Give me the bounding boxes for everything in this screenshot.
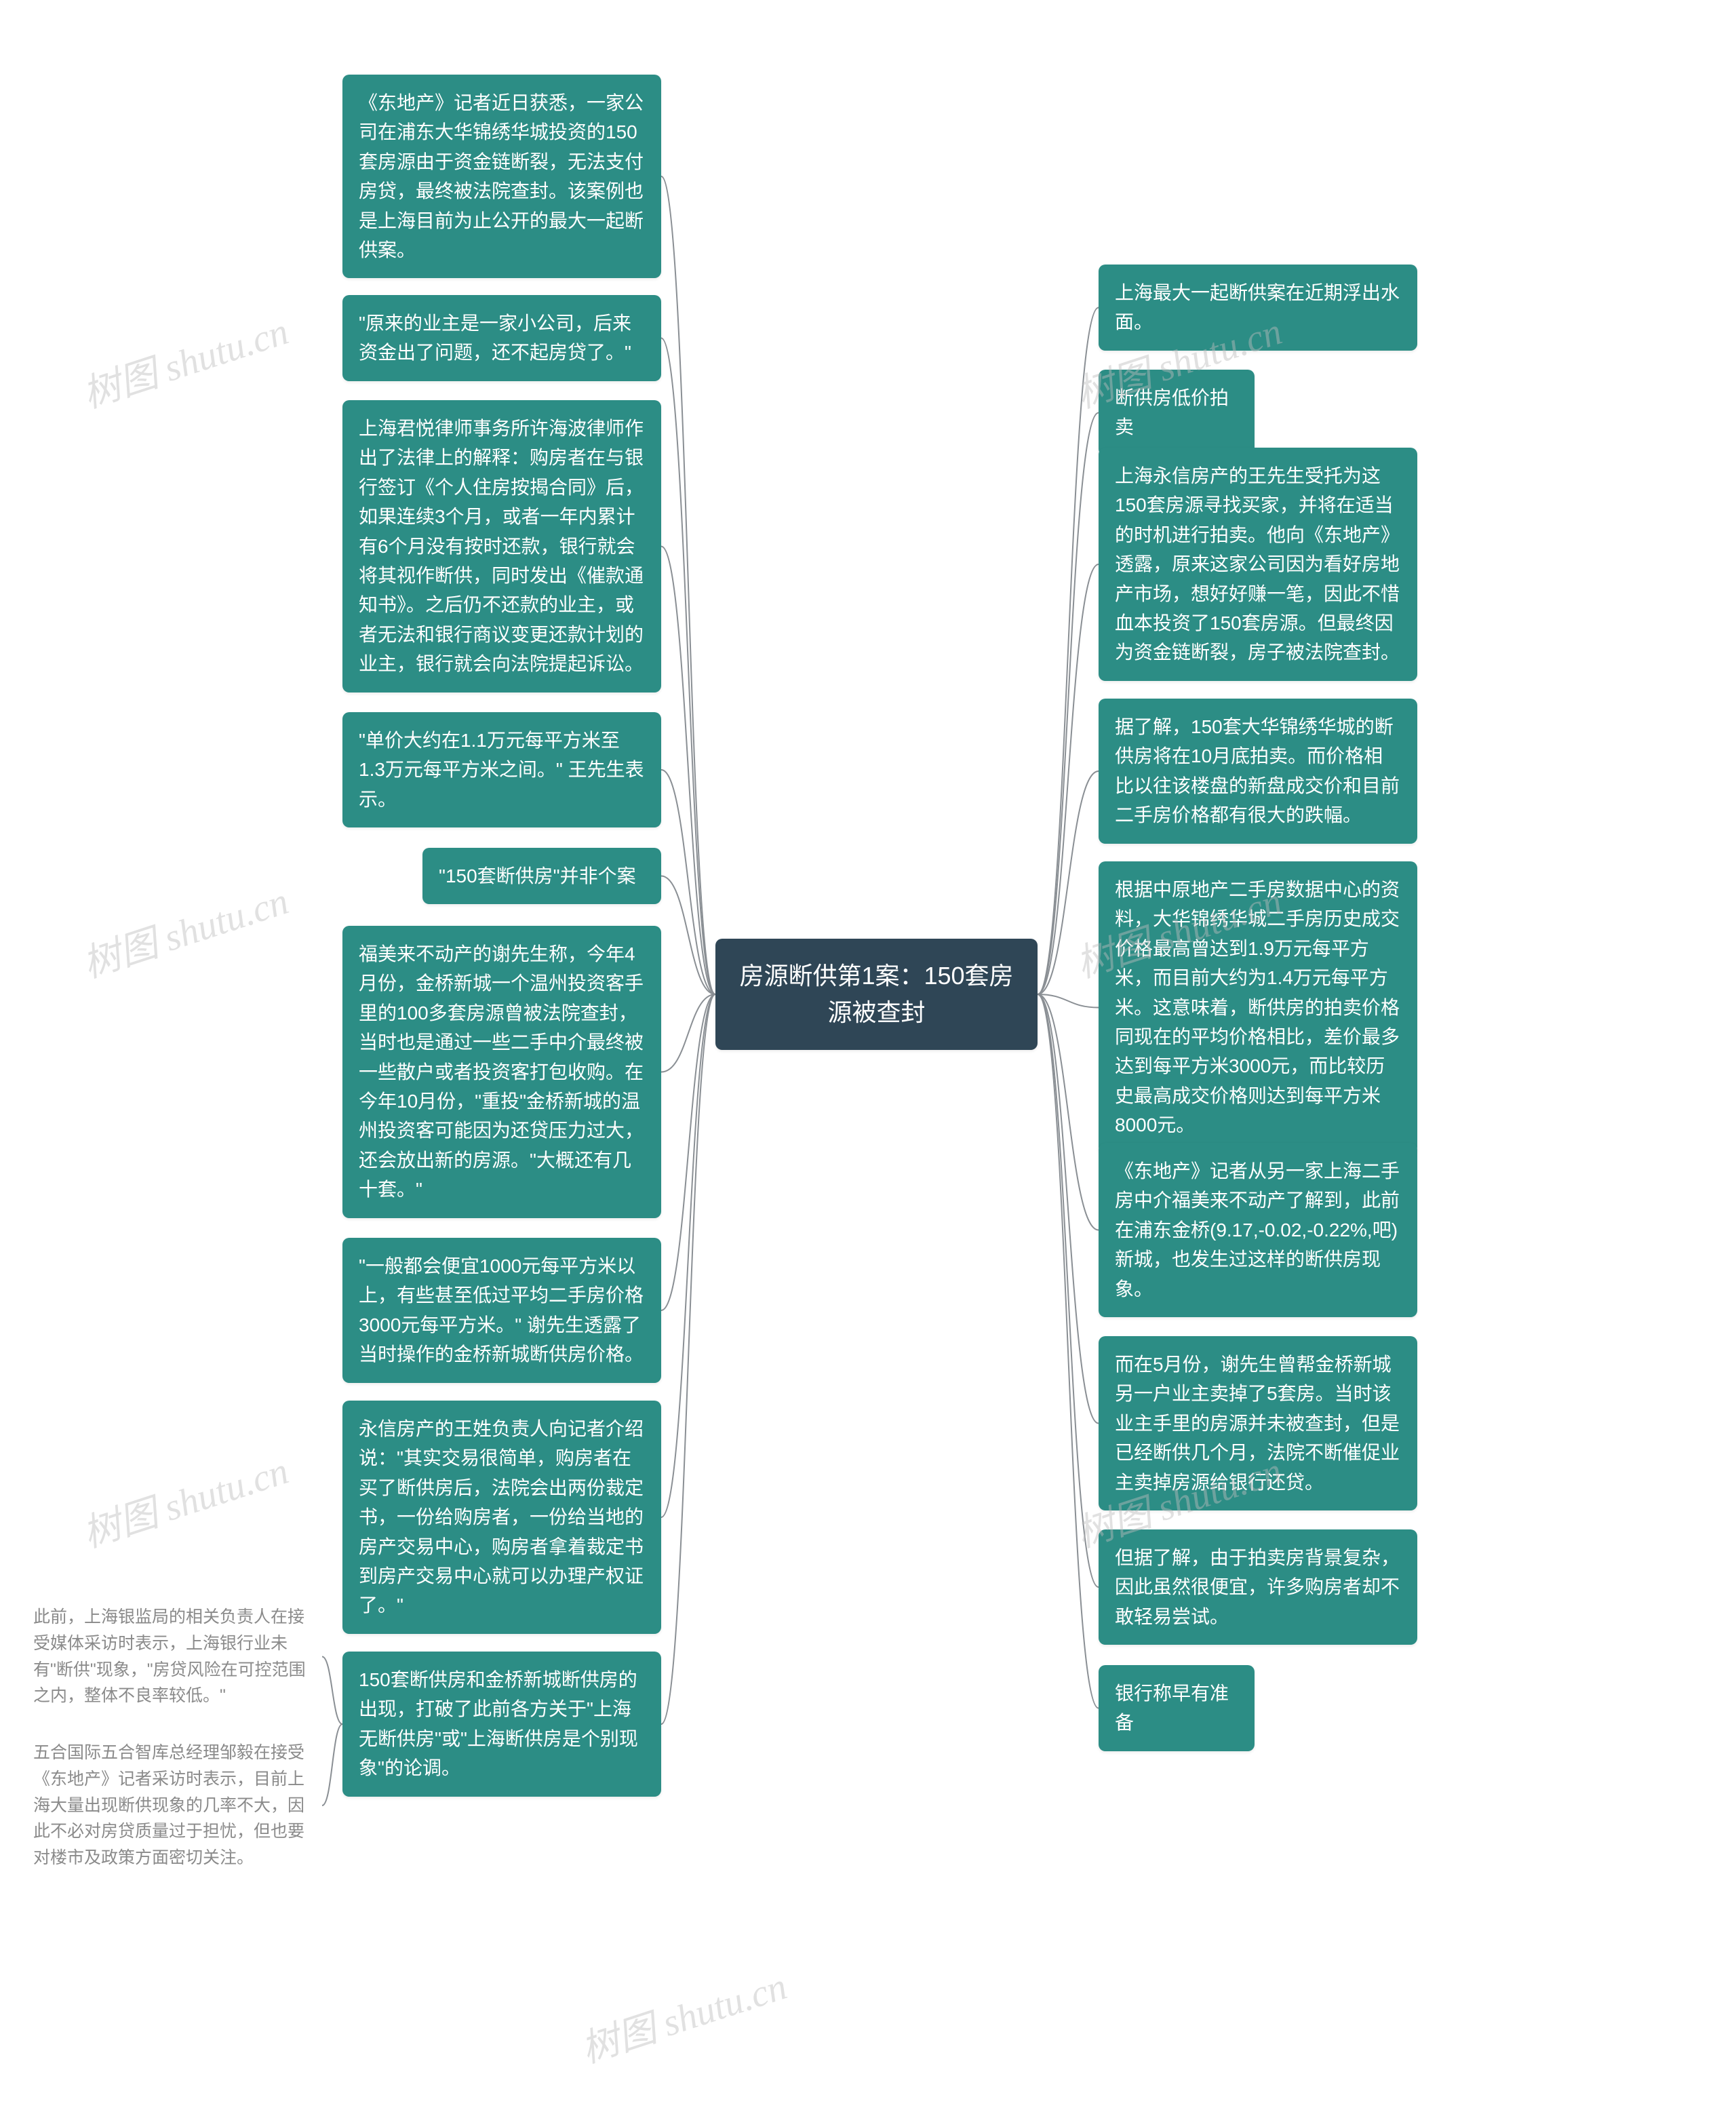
- left-node-L1[interactable]: 《东地产》记者近日获悉，一家公司在浦东大华锦绣华城投资的150套房源由于资金链断…: [342, 75, 661, 278]
- right-node-R6[interactable]: 《东地产》记者从另一家上海二手房中介福美来不动产了解到，此前在浦东金桥(9.17…: [1099, 1143, 1417, 1317]
- leaf-node-LL2: 五合国际五合智库总经理邹毅在接受《东地产》记者采访时表示，目前上海大量出现断供现…: [24, 1733, 322, 1878]
- left-node-L8[interactable]: 永信房产的王姓负责人向记者介绍说："其实交易很简单，购房者在买了断供房后，法院会…: [342, 1401, 661, 1634]
- left-node-L7[interactable]: "一般都会便宜1000元每平方米以上，有些甚至低过平均二手房价格3000元每平方…: [342, 1238, 661, 1383]
- leaf-node-LL1: 此前，上海银监局的相关负责人在接受媒体采访时表示，上海银行业未有"断供"现象，"…: [24, 1597, 322, 1716]
- left-node-L6[interactable]: 福美来不动产的谢先生称，今年4月份，金桥新城一个温州投资客手里的100多套房源曾…: [342, 926, 661, 1218]
- mindmap-canvas: 房源断供第1案：150套房 源被查封 《东地产》记者近日获悉，一家公司在浦东大华…: [0, 0, 1736, 2108]
- left-node-L5[interactable]: "150套断供房"并非个案: [422, 848, 661, 904]
- left-node-L3[interactable]: 上海君悦律师事务所许海波律师作出了法律上的解释：购房者在与银行签订《个人住房按揭…: [342, 400, 661, 692]
- right-node-R4[interactable]: 据了解，150套大华锦绣华城的断供房将在10月底拍卖。而价格相比以往该楼盘的新盘…: [1099, 699, 1417, 844]
- right-node-R2[interactable]: 断供房低价拍卖: [1099, 370, 1255, 456]
- right-node-R5[interactable]: 根据中原地产二手房数据中心的资料，大华锦绣华城二手房历史成交价格最高曾达到1.9…: [1099, 861, 1417, 1154]
- right-node-R8[interactable]: 但据了解，由于拍卖房背景复杂，因此虽然很便宜，许多购房者却不敢轻易尝试。: [1099, 1529, 1417, 1645]
- watermark: 树图 shutu.cn: [75, 1440, 294, 1558]
- left-node-L2[interactable]: "原来的业主是一家小公司，后来资金出了问题，还不起房贷了。": [342, 295, 661, 381]
- right-node-R9[interactable]: 银行称早有准备: [1099, 1665, 1255, 1751]
- watermark: 树图 shutu.cn: [573, 1955, 793, 2073]
- root-node[interactable]: 房源断供第1案：150套房 源被查封: [715, 939, 1038, 1050]
- left-node-L9[interactable]: 150套断供房和金桥新城断供房的出现，打破了此前各方关于"上海无断供房"或"上海…: [342, 1652, 661, 1797]
- right-node-R3[interactable]: 上海永信房产的王先生受托为这150套房源寻找买家，并将在适当的时机进行拍卖。他向…: [1099, 448, 1417, 681]
- watermark: 树图 shutu.cn: [75, 870, 294, 988]
- watermark: 树图 shutu.cn: [75, 300, 294, 418]
- left-node-L4[interactable]: "单价大约在1.1万元每平方米至1.3万元每平方米之间。" 王先生表示。: [342, 712, 661, 827]
- right-node-R7[interactable]: 而在5月份，谢先生曾帮金桥新城另一户业主卖掉了5套房。当时该业主手里的房源并未被…: [1099, 1336, 1417, 1510]
- right-node-R1[interactable]: 上海最大一起断供案在近期浮出水面。: [1099, 265, 1417, 351]
